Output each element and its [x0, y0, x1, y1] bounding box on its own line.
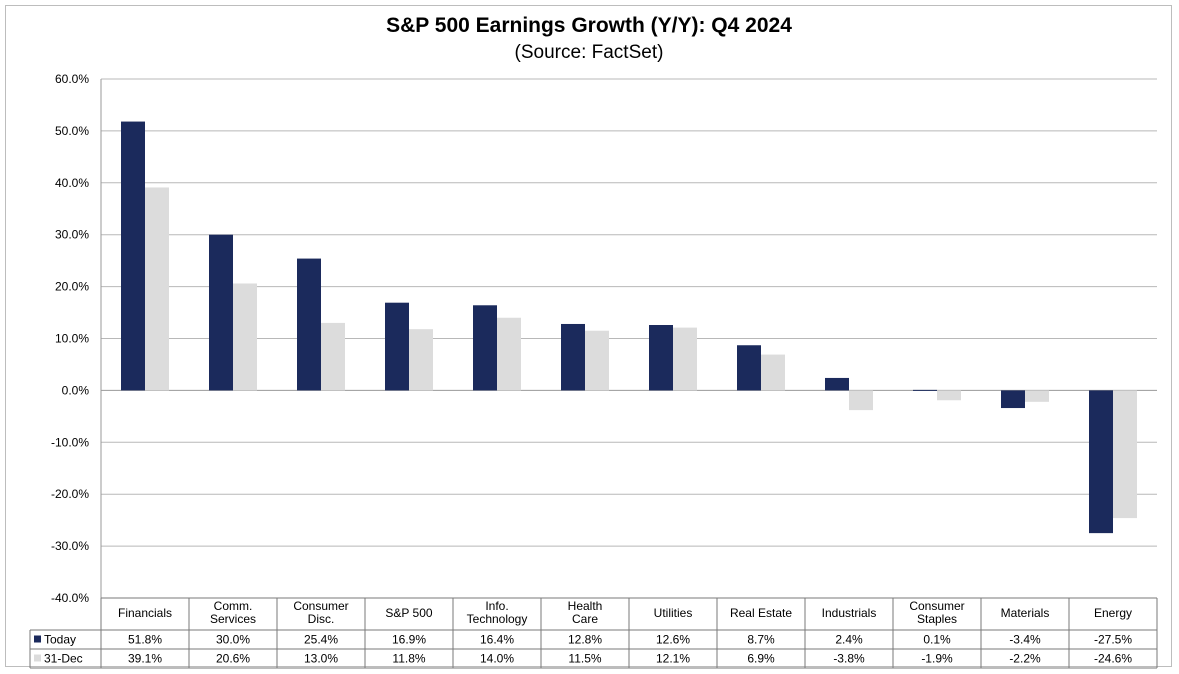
chart-frame [5, 5, 1172, 667]
data-cell: 51.8% [128, 633, 162, 647]
data-cell: 12.8% [568, 633, 602, 647]
category-label: Comm. Services [210, 599, 256, 626]
bar-31-dec [673, 327, 697, 391]
bar-today [1089, 390, 1113, 534]
data-cell: 16.4% [480, 633, 514, 647]
data-cell: 2.4% [835, 633, 863, 647]
data-cell: 12.6% [656, 633, 690, 647]
category-label: Consumer Staples [909, 599, 964, 626]
bar-31-dec [409, 329, 433, 391]
bar-31-dec [937, 390, 961, 401]
bar-31-dec [849, 390, 873, 411]
data-cell: 20.6% [216, 652, 250, 666]
y-tick-label: -10.0% [51, 435, 89, 449]
y-tick-label: 10.0% [55, 332, 89, 346]
category-label: Real Estate [730, 606, 792, 620]
data-cell: 11.5% [568, 652, 601, 666]
bar-today [825, 377, 849, 391]
data-cell: 6.9% [747, 652, 775, 666]
bar-31-dec [1113, 390, 1137, 519]
y-tick-label: -30.0% [51, 539, 89, 553]
y-tick-label: 50.0% [55, 124, 89, 138]
y-tick-label: 40.0% [55, 176, 89, 190]
data-cell: -3.8% [833, 652, 865, 666]
data-cell: 12.1% [656, 652, 690, 666]
y-tick-label: 60.0% [55, 72, 89, 86]
data-cell: 8.7% [747, 633, 775, 647]
category-label: Utilities [654, 606, 693, 620]
data-cell: 13.0% [304, 652, 338, 666]
chart-title: S&P 500 Earnings Growth (Y/Y): Q4 2024 [386, 14, 792, 37]
bar-31-dec [233, 283, 257, 391]
bar-31-dec [321, 322, 345, 391]
category-label: Industrials [822, 606, 877, 620]
y-tick-label: -20.0% [51, 487, 89, 501]
bar-today [121, 121, 145, 391]
bar-today [1001, 390, 1025, 409]
data-cell: 25.4% [304, 633, 338, 647]
category-label: Energy [1094, 606, 1132, 620]
data-cell: -2.2% [1009, 652, 1041, 666]
legend-swatch-31-dec [34, 654, 41, 662]
data-cell: 39.1% [128, 652, 162, 666]
bar-31-dec [497, 317, 521, 391]
data-cell: 0.1% [923, 633, 951, 647]
y-tick-label: 20.0% [55, 280, 89, 294]
data-cell: -24.6% [1094, 652, 1132, 666]
bar-today [297, 258, 321, 391]
data-cell: 30.0% [216, 633, 250, 647]
y-tick-label: -40.0% [51, 591, 89, 605]
bar-today [561, 323, 585, 391]
bar-today [649, 325, 673, 391]
bar-31-dec [1025, 390, 1049, 402]
data-cell: 11.8% [392, 652, 425, 666]
bar-31-dec [761, 354, 785, 391]
y-tick-label: 0.0% [62, 383, 90, 397]
gridlines [101, 78, 1157, 599]
legend-label-31-dec: 31-Dec [44, 652, 83, 666]
bar-today [737, 345, 761, 391]
bar-31-dec [585, 330, 609, 391]
data-cell: 14.0% [480, 652, 514, 666]
data-table: Financials Comm. Services Consumer Disc. S&P … [29, 597, 1158, 669]
chart-subtitle: (Source: FactSet) [515, 42, 664, 63]
category-label: Health Care [568, 599, 603, 626]
bar-today [473, 305, 497, 391]
category-label: Materials [1001, 606, 1050, 620]
y-tick-label: 30.0% [55, 228, 89, 242]
legend-swatch-today [34, 635, 41, 643]
category-label: Info. Technology [467, 599, 528, 626]
category-label: Consumer Disc. [293, 599, 348, 626]
bar-today [209, 234, 233, 391]
data-cell: -3.4% [1009, 633, 1041, 647]
bar-today [913, 389, 937, 391]
data-cell: 16.9% [392, 633, 426, 647]
bar-31-dec [145, 187, 169, 391]
bars [121, 121, 1137, 534]
legend-label-today: Today [44, 633, 76, 647]
category-label: Financials [118, 606, 172, 620]
bar-today [385, 302, 409, 391]
y-axis: 60.0% 50.0% 40.0% 30.0% 20.0% 10.0% 0.0% -10.0%… [51, 72, 102, 605]
category-label: S&P 500 [385, 606, 432, 620]
data-cell: -1.9% [921, 652, 953, 666]
data-cell: -27.5% [1094, 633, 1132, 647]
